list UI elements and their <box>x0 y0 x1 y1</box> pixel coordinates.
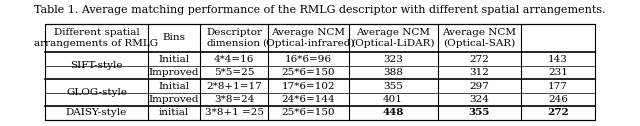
Text: 25*6=150: 25*6=150 <box>282 68 335 77</box>
Text: Initial: Initial <box>158 82 189 91</box>
Text: 388: 388 <box>383 68 403 77</box>
Text: 177: 177 <box>548 82 568 91</box>
Text: 17*6=102: 17*6=102 <box>282 82 335 91</box>
Text: 324: 324 <box>469 95 489 104</box>
Text: 4*4=16: 4*4=16 <box>214 55 254 64</box>
Text: Average NCM
(Optical-SAR): Average NCM (Optical-SAR) <box>442 28 516 48</box>
Text: 25*6=150: 25*6=150 <box>282 108 335 117</box>
Text: 2*8+1=17: 2*8+1=17 <box>206 82 262 91</box>
Text: 272: 272 <box>547 108 569 117</box>
Text: initial: initial <box>159 108 189 117</box>
Text: 246: 246 <box>548 95 568 104</box>
Text: Descriptor
dimension: Descriptor dimension <box>206 28 262 48</box>
Text: 5*5=25: 5*5=25 <box>214 68 254 77</box>
Text: Different spatial
arrangements of RMLG: Different spatial arrangements of RMLG <box>35 28 159 48</box>
Text: 231: 231 <box>548 68 568 77</box>
Text: 3*8+1 =25: 3*8+1 =25 <box>205 108 264 117</box>
Text: 448: 448 <box>383 108 404 117</box>
Text: 272: 272 <box>469 55 489 64</box>
Text: 355: 355 <box>383 82 403 91</box>
Text: DAISY-style: DAISY-style <box>66 108 127 117</box>
Text: Average NCM
(Optical-LiDAR): Average NCM (Optical-LiDAR) <box>351 28 435 48</box>
Text: 3*8=24: 3*8=24 <box>214 95 254 104</box>
Text: Initial: Initial <box>158 55 189 64</box>
Text: 16*6=96: 16*6=96 <box>285 55 332 64</box>
Text: 24*6=144: 24*6=144 <box>282 95 335 104</box>
Text: 143: 143 <box>548 55 568 64</box>
Text: 297: 297 <box>469 82 489 91</box>
Text: Improved: Improved <box>148 68 199 77</box>
Text: Improved: Improved <box>148 95 199 104</box>
Text: 355: 355 <box>468 108 490 117</box>
Text: 312: 312 <box>469 68 489 77</box>
Text: Table 1. Average matching performance of the RMLG descriptor with different spat: Table 1. Average matching performance of… <box>34 5 606 15</box>
Text: GLOG-style: GLOG-style <box>66 88 127 97</box>
Text: SIFT-style: SIFT-style <box>70 61 123 70</box>
Text: Bins: Bins <box>163 34 186 42</box>
Bar <box>45 24 595 120</box>
Text: 323: 323 <box>383 55 403 64</box>
Text: 401: 401 <box>383 95 403 104</box>
Text: Average NCM
(Optical-infrared): Average NCM (Optical-infrared) <box>262 28 355 48</box>
